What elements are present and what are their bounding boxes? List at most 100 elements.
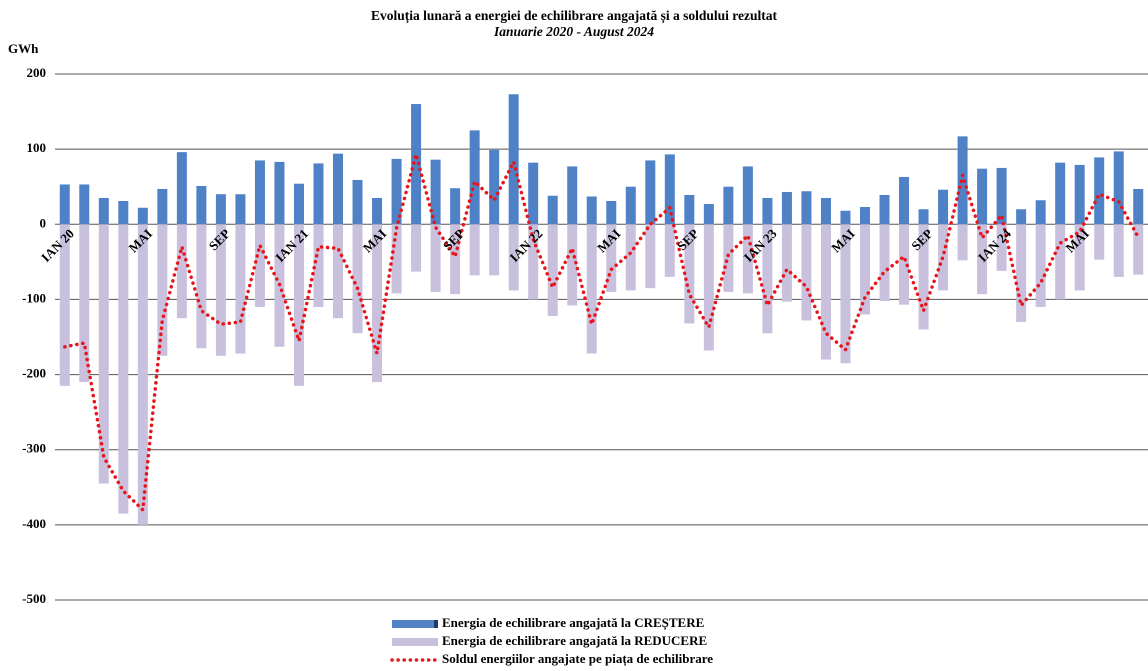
bar — [586, 224, 597, 354]
bar — [254, 160, 265, 225]
bar — [918, 224, 929, 330]
bar — [820, 197, 831, 225]
legend-label: Energia de echilibrare angajată la REDUC… — [442, 633, 707, 648]
y-tick-label: -200 — [22, 366, 46, 381]
bar — [820, 224, 831, 360]
bar — [899, 176, 910, 225]
bar — [625, 224, 636, 291]
y-tick-label: -100 — [22, 290, 46, 305]
y-tick-label: 0 — [40, 215, 47, 230]
y-tick-label: 100 — [27, 140, 47, 155]
bar — [606, 224, 617, 292]
y-tick-label: -400 — [22, 516, 46, 531]
bar — [879, 194, 890, 225]
bar — [430, 159, 441, 225]
legend-swatch-edge — [434, 620, 438, 628]
bar — [547, 195, 558, 225]
bar — [625, 186, 636, 225]
bar — [469, 130, 480, 225]
y-tick-label: -500 — [22, 591, 46, 606]
bar — [176, 152, 187, 225]
x-tick-label: MAI — [360, 226, 389, 255]
bar — [664, 224, 675, 277]
bar — [508, 224, 519, 291]
bar — [391, 158, 402, 225]
legend-label: Soldul energiilor angajate pe piața de e… — [442, 651, 713, 667]
bar — [762, 224, 773, 334]
bar — [567, 224, 578, 306]
bar — [567, 166, 578, 225]
bar — [450, 188, 461, 225]
bar — [1016, 224, 1027, 322]
bar — [274, 161, 285, 225]
bar — [79, 184, 90, 225]
bar — [664, 154, 675, 225]
bar — [235, 194, 246, 225]
bar — [137, 224, 148, 525]
bar — [1074, 164, 1085, 225]
bar — [879, 224, 890, 301]
bar — [352, 179, 363, 225]
bar — [1074, 224, 1085, 291]
bar — [469, 224, 480, 276]
bar — [684, 224, 695, 324]
bar — [1055, 162, 1066, 225]
bar — [1133, 224, 1144, 275]
bar — [411, 104, 422, 225]
legend-swatch — [392, 620, 438, 628]
bar — [313, 163, 324, 225]
legend-swatch — [392, 638, 438, 646]
bar — [1094, 224, 1105, 260]
bar — [859, 224, 870, 315]
balance-line — [63, 152, 1140, 512]
bar — [528, 162, 539, 225]
x-tick-label: MAI — [828, 226, 857, 255]
bar — [996, 224, 1007, 271]
bar — [1035, 200, 1046, 225]
bar — [547, 224, 558, 316]
bar — [703, 203, 714, 225]
bar — [489, 149, 500, 225]
bar — [938, 189, 949, 225]
bar — [176, 224, 187, 319]
x-tick-label: SEP — [908, 226, 936, 254]
x-tick-label: MAI — [1062, 226, 1091, 255]
bar — [118, 200, 129, 225]
bar — [333, 224, 344, 319]
bar — [313, 224, 324, 307]
x-tick-label: SEP — [206, 226, 234, 254]
bar — [840, 210, 851, 225]
bar — [489, 224, 500, 276]
chart-subtitle: Ianuarie 2020 - August 2024 — [493, 24, 654, 39]
bar — [430, 224, 441, 292]
bar — [411, 224, 422, 272]
bar — [118, 224, 129, 514]
bar — [528, 224, 539, 300]
bar — [1113, 224, 1124, 277]
bar — [293, 183, 304, 225]
bar — [215, 194, 226, 225]
bar — [742, 224, 753, 294]
x-tick-label: IAN 20 — [38, 226, 77, 265]
bar — [977, 224, 988, 295]
bar — [1055, 224, 1066, 300]
bar — [703, 224, 714, 351]
y-tick-label: 200 — [27, 65, 47, 80]
bar — [157, 188, 168, 225]
bar — [1094, 157, 1105, 225]
bar — [333, 153, 344, 225]
bar — [645, 224, 656, 289]
bar — [840, 224, 851, 364]
bar — [723, 224, 734, 292]
bar — [391, 224, 402, 294]
bar — [899, 224, 910, 305]
x-tick-label: MAI — [594, 226, 623, 255]
bar — [79, 224, 90, 383]
y-tick-label: -300 — [22, 441, 46, 456]
bar — [59, 184, 70, 225]
bar — [1035, 224, 1046, 307]
bar — [781, 191, 792, 225]
bar — [372, 224, 383, 383]
x-tick-label: MAI — [126, 226, 155, 255]
